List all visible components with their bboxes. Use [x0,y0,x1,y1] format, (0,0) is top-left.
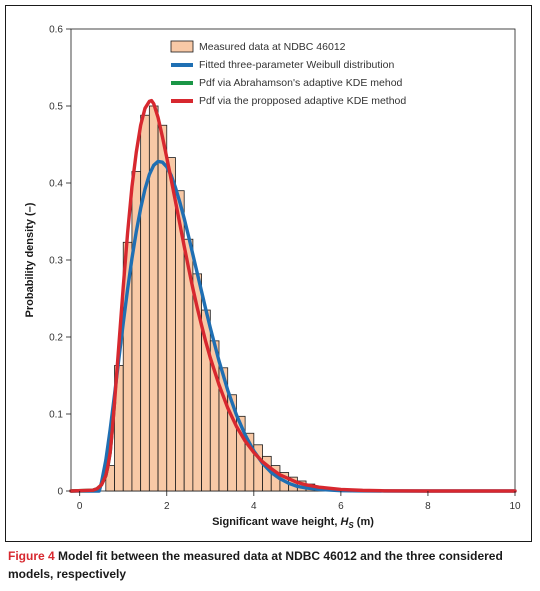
y-tick-label: 0.4 [49,179,63,190]
legend-label-weibull: Fitted three-parameter Weibull distribut… [199,59,394,71]
y-tick-label: 0.3 [49,256,63,267]
series-line-proposed-kde [69,98,517,493]
y-tick-label: 0.2 [49,333,63,344]
x-tick-label: 6 [338,501,344,512]
figure-caption-text: Model fit between the measured data at N… [8,549,503,581]
legend-label-abrahamson-kde: Pdf via Abrahamson's adaptive KDE mehod [199,77,403,89]
histogram-bars [105,105,368,492]
histogram-bar [157,124,168,492]
legend: Measured data at NDBC 46012 Fitted three… [170,40,406,107]
y-tick-label: 0 [57,487,63,498]
histogram-bar [166,157,176,492]
y-tick-label: 0.1 [49,410,63,421]
x-tick-label: 0 [77,501,83,512]
series-line-weibull [69,159,517,493]
histogram-bar [140,114,150,492]
x-axis-title: Significant wave height, HS (m) [212,516,374,530]
y-tick-label: 0.6 [49,25,63,36]
x-tick-label: 10 [509,501,521,512]
figure-caption: Figure 4 Model fit between the measured … [8,547,533,583]
y-axis-title: Probability density (–) [24,202,36,317]
x-axis-ticks: 0 2 4 6 8 10 [77,491,521,512]
figure-frame: 0 2 4 6 8 10 0 0.1 0.2 0.3 0.4 0.5 0.6 Significant … [5,5,532,542]
legend-label-histogram: Measured data at NDBC 46012 [199,41,346,53]
x-tick-label: 2 [164,501,170,512]
figure-label: Figure 4 [8,549,55,563]
y-tick-label: 0.5 [49,102,63,113]
chart-area: 0 2 4 6 8 10 0 0.1 0.2 0.3 0.4 0.5 0.6 Significant … [24,25,521,531]
legend-swatch-histogram [170,40,194,53]
y-axis-ticks: 0 0.1 0.2 0.3 0.4 0.5 0.6 [49,25,71,498]
pdf-curves [69,98,517,493]
x-tick-label: 8 [425,501,431,512]
x-tick-label: 4 [251,501,257,512]
legend-label-proposed-kde: Pdf via the propposed adaptive KDE metho… [199,95,406,107]
